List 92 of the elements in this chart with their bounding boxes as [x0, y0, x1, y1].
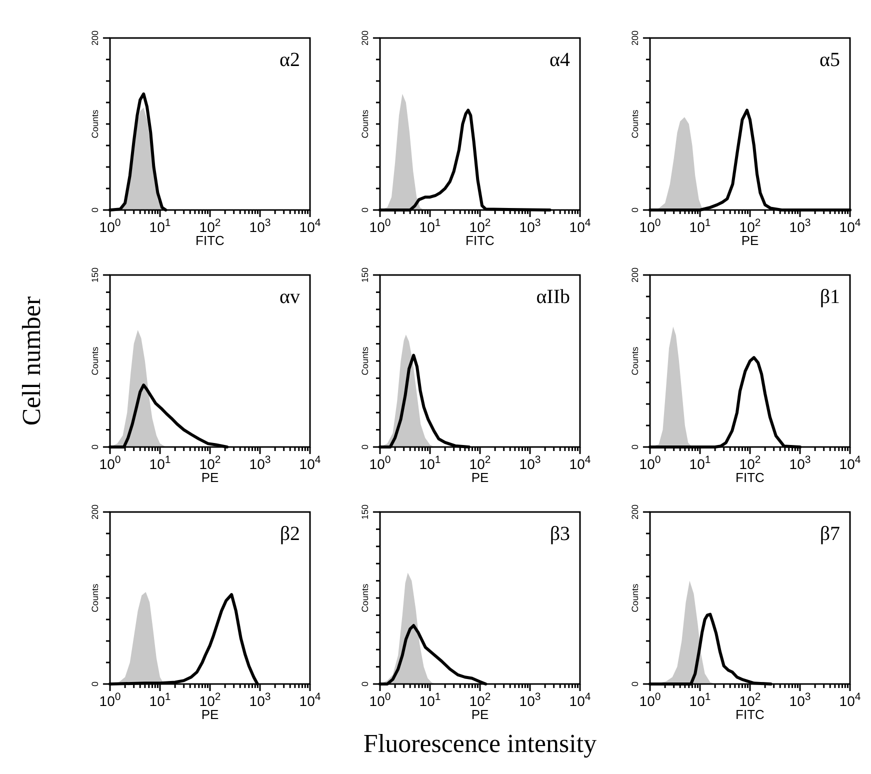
x-tick-label: 10$^{3}$ [249, 454, 271, 472]
y-tick-label: 0 [630, 207, 640, 213]
y-tick-label: 150 [90, 267, 100, 283]
x-tick-label: 10$^{2}$ [469, 454, 491, 472]
x-tick-label: 10$^{3}$ [519, 454, 541, 472]
y-axis-title: Counts [90, 583, 100, 612]
x-tick-label: 10$^{0}$ [369, 691, 391, 709]
x-tick-label: 10$^{2}$ [199, 454, 221, 472]
y-tick-label: 200 [630, 504, 640, 520]
x-tick-label: 10$^{1}$ [419, 454, 441, 472]
y-tick-label: 200 [360, 30, 370, 46]
text: Cell number [17, 296, 46, 426]
text: β7 [820, 523, 840, 545]
x-axis-title: FITC [466, 233, 494, 248]
y-axis-title: Counts [360, 346, 370, 376]
y-tick-label: 150 [360, 504, 370, 520]
y-tick-label: 200 [630, 30, 640, 46]
y-tick-label: 0 [90, 681, 100, 687]
x-tick-label: 10$^{4}$ [569, 217, 591, 235]
x-tick-label: 10$^{2}$ [739, 217, 761, 235]
y-tick-label: 0 [360, 444, 370, 450]
x-tick-label: 10$^{1}$ [419, 691, 441, 709]
text: β2 [280, 523, 300, 545]
x-tick-label: 10$^{4}$ [569, 691, 591, 709]
x-axis-title: FITC [196, 233, 224, 248]
y-axis-title: Counts [630, 583, 640, 612]
x-tick-label: 10$^{3}$ [519, 691, 541, 709]
x-tick-label: 10$^{0}$ [99, 691, 121, 709]
x-tick-label: 10$^{2}$ [199, 691, 221, 709]
x-tick-label: 10$^{4}$ [839, 217, 861, 235]
text: α2 [280, 49, 300, 71]
x-tick-label: 10$^{4}$ [299, 217, 321, 235]
y-tick-label: 200 [630, 267, 640, 283]
text: α4 [550, 49, 570, 71]
y-tick-label: 0 [90, 207, 100, 213]
text: α5 [820, 49, 840, 71]
x-tick-label: 10$^{2}$ [739, 454, 761, 472]
text: Fluorescence intensity [363, 729, 597, 758]
x-tick-label: 10$^{0}$ [99, 454, 121, 472]
text: αIIb [536, 286, 570, 308]
y-axis-title: Counts [630, 346, 640, 376]
y-tick-label: 0 [630, 681, 640, 687]
y-tick-label: 0 [90, 444, 100, 450]
y-tick-label: 150 [360, 267, 370, 283]
x-tick-label: 10$^{1}$ [689, 454, 711, 472]
y-axis-title: Counts [90, 109, 100, 138]
x-tick-label: 10$^{4}$ [839, 691, 861, 709]
y-tick-label: 200 [90, 504, 100, 520]
x-tick-label: 10$^{0}$ [369, 217, 391, 235]
y-axis-title: Counts [360, 583, 370, 612]
text: β3 [550, 523, 570, 545]
x-tick-label: 10$^{2}$ [739, 691, 761, 709]
x-tick-label: 10$^{1}$ [149, 691, 171, 709]
x-tick-label: 10$^{1}$ [149, 217, 171, 235]
x-axis-title: PE [201, 470, 219, 485]
x-tick-label: 10$^{2}$ [199, 217, 221, 235]
x-tick-label: 10$^{0}$ [639, 217, 661, 235]
y-tick-label: 0 [360, 207, 370, 213]
x-tick-label: 10$^{2}$ [469, 691, 491, 709]
x-tick-label: 10$^{0}$ [99, 217, 121, 235]
x-axis-title: FITC [736, 470, 764, 485]
x-tick-label: 10$^{3}$ [249, 217, 271, 235]
x-tick-label: 10$^{1}$ [689, 217, 711, 235]
x-tick-label: 10$^{1}$ [149, 454, 171, 472]
x-tick-label: 10$^{1}$ [419, 217, 441, 235]
y-tick-label: 0 [360, 681, 370, 687]
x-axis-title: PE [741, 233, 759, 248]
y-tick-label: 200 [90, 30, 100, 46]
x-tick-label: 10$^{4}$ [299, 454, 321, 472]
x-tick-label: 10$^{0}$ [639, 691, 661, 709]
text: β1 [820, 286, 840, 308]
y-axis-title: Counts [90, 346, 100, 376]
x-axis-title: PE [471, 470, 489, 485]
x-tick-label: 10$^{2}$ [469, 217, 491, 235]
x-tick-label: 10$^{4}$ [569, 454, 591, 472]
x-tick-label: 10$^{3}$ [789, 691, 811, 709]
y-axis-title: Counts [360, 109, 370, 138]
x-tick-label: 10$^{3}$ [249, 691, 271, 709]
x-axis-title: PE [471, 707, 489, 722]
text: αv [280, 286, 300, 308]
y-axis-title: Counts [630, 109, 640, 138]
x-tick-label: 10$^{4}$ [299, 691, 321, 709]
y-tick-label: 0 [630, 444, 640, 450]
x-tick-label: 10$^{3}$ [519, 217, 541, 235]
x-tick-label: 10$^{0}$ [639, 454, 661, 472]
x-tick-label: 10$^{1}$ [689, 691, 711, 709]
x-tick-label: 10$^{3}$ [789, 217, 811, 235]
x-tick-label: 10$^{4}$ [839, 454, 861, 472]
x-axis-title: PE [201, 707, 219, 722]
x-tick-label: 10$^{0}$ [369, 454, 391, 472]
x-tick-label: 10$^{3}$ [789, 454, 811, 472]
x-axis-title: FITC [736, 707, 764, 722]
